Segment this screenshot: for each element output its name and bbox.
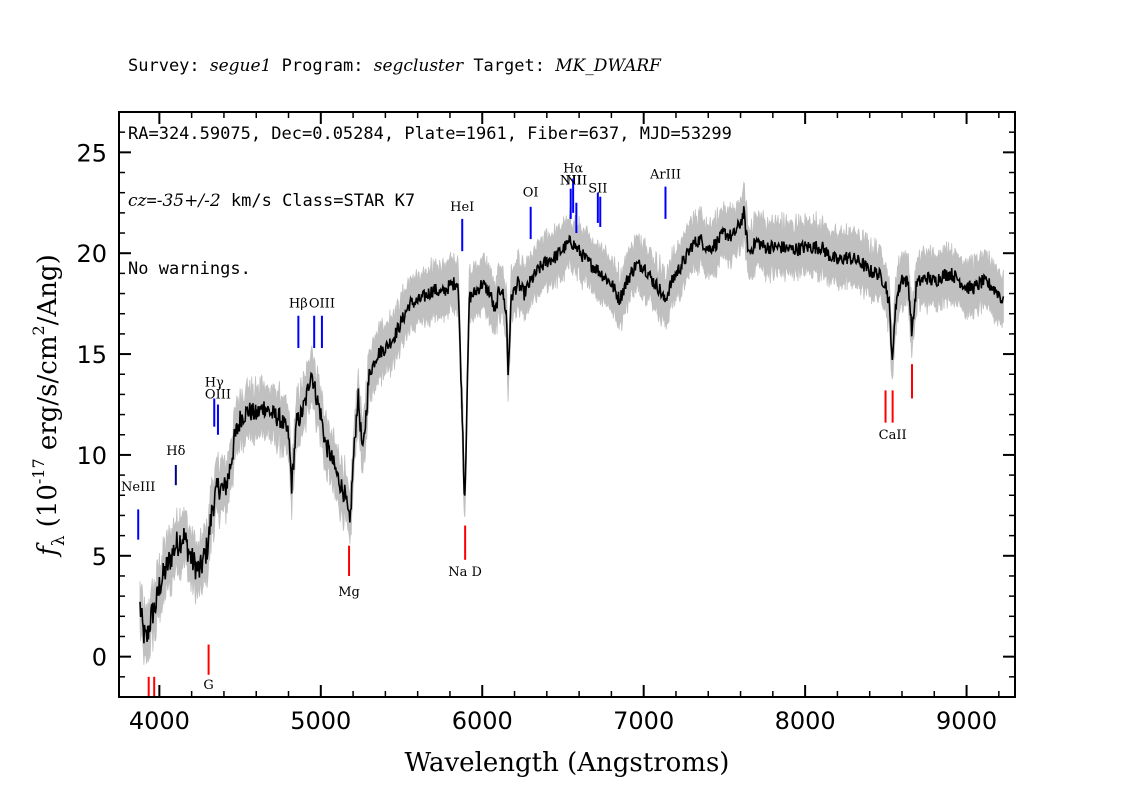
series-layer [139, 206, 1005, 644]
x-tick-label: 7000 [613, 707, 674, 735]
target-value: MK_DWARF [555, 56, 661, 76]
y-axis-unit: (10 [33, 484, 63, 527]
error-band-path [139, 181, 1004, 665]
y-tick-label: 15 [76, 341, 107, 369]
cz-value: -35+/-2 [156, 191, 221, 211]
line-label: G [203, 678, 213, 693]
class-info: km/s Class=STAR K7 [220, 191, 416, 211]
program-value: segcluster [373, 56, 464, 76]
cz-equals: = [146, 191, 157, 211]
line-label: OIII [309, 297, 335, 312]
header-line-1: Survey: segue1 Program: segcluster Targe… [128, 55, 732, 78]
line-label: OI [523, 186, 539, 201]
y-axis-subscript: λ [49, 535, 69, 546]
y-axis-unit-2: erg/s/cm [33, 336, 63, 459]
y-axis-exponent: -17 [29, 458, 48, 484]
line-label: Hγ [205, 375, 224, 390]
x-axis-title: Wavelength (Angstroms) [405, 748, 730, 778]
x-tick-label: 5000 [290, 707, 351, 735]
line-label: ArIII [649, 168, 681, 183]
header-line-2: RA=324.59075, Dec=0.05284, Plate=1961, F… [128, 123, 732, 144]
y-tick-label: 25 [76, 139, 107, 167]
error-band [139, 181, 1004, 665]
line-label: NII [566, 174, 588, 189]
y-tick-label: 20 [76, 240, 107, 268]
survey-value: segue1 [209, 56, 272, 76]
line-label: Hβ [289, 297, 308, 312]
spectrum-header: Survey: segue1 Program: segcluster Targe… [128, 10, 732, 303]
line-label: NII [560, 174, 582, 189]
y-axis-unit-3: /Ang) [33, 254, 63, 325]
x-tick-label: 9000 [936, 707, 997, 735]
spectrum-line [139, 206, 1005, 644]
line-label: SII [588, 182, 607, 197]
y-tick-label: 10 [76, 442, 107, 470]
header-line-4: No warnings. [128, 258, 251, 279]
cz-label: cz [128, 191, 147, 211]
program-label: Program: [271, 56, 374, 76]
line-label: Na D [448, 565, 482, 580]
target-label: Target: [463, 56, 556, 76]
line-label: Mg [338, 585, 360, 600]
line-label: NeIII [121, 480, 155, 495]
line-label: Hα [563, 162, 583, 177]
y-tick-label: 5 [92, 543, 107, 571]
survey-label: Survey: [128, 56, 210, 76]
x-tick-label: 8000 [775, 707, 836, 735]
y-axis-exponent-2: 2 [29, 325, 48, 335]
ticks-layer: 4000 5000 6000 7000 8000 9000 0 5 10 15 20 25 [76, 112, 1015, 735]
x-tick-label: 4000 [129, 707, 190, 735]
line-label: HeI [450, 200, 474, 215]
y-tick-label: 0 [92, 644, 107, 672]
line-label: OIII [205, 387, 231, 402]
line-label: CaII [879, 428, 907, 443]
plot-frame [118, 111, 1016, 698]
header-line-3: cz=-35+/-2 km/s Class=STAR K7 [128, 190, 732, 213]
y-axis-title: fλ(10-17 erg/s/cm2/Ang) [29, 254, 69, 557]
x-tick-label: 6000 [452, 707, 513, 735]
line-label: Hδ [166, 444, 185, 459]
